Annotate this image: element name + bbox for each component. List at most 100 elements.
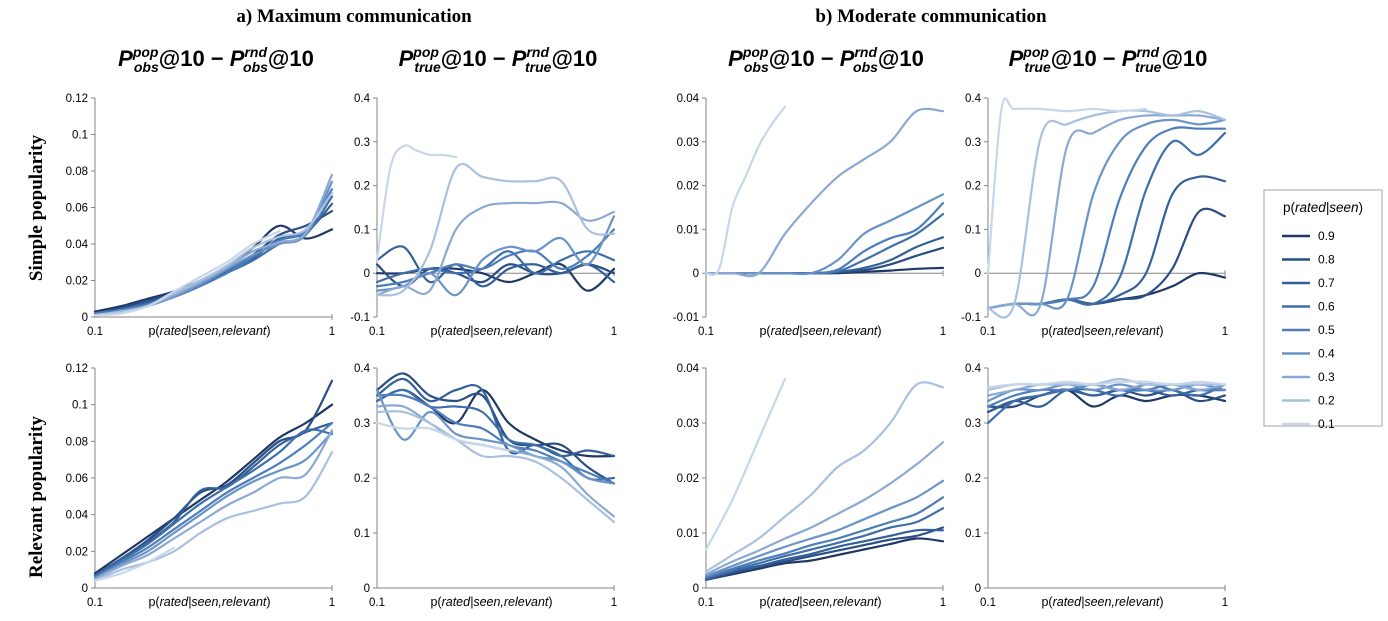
x-tick-label: 0.1 (698, 326, 714, 338)
x-axis-label: p(rated|seen,relevant) (430, 595, 552, 609)
y-tick-label: 0.08 (66, 436, 88, 448)
series-line-0.1 (986, 97, 1148, 275)
series-line-0.4 (704, 479, 945, 577)
y-tick-label: 0.3 (965, 137, 981, 149)
series-line-0.6 (93, 195, 334, 315)
series-line-0.3 (375, 200, 616, 297)
chart-panel-2: -0.1 0 0.1 0.2 0.3 0.4 0.1 1 p(rated|seen,releva… (350, 93, 617, 338)
series-line-0.6 (986, 383, 1227, 425)
series-line-0.2 (93, 191, 334, 317)
y-tick-label: -0.1 (961, 312, 981, 324)
series-line-0.3 (704, 107, 945, 278)
x-axis-label: p(rated|seen,relevant) (148, 595, 270, 609)
series-line-0.6 (704, 507, 945, 580)
legend-box (1263, 189, 1383, 427)
y-tick-label: 0.3 (965, 418, 981, 430)
y-tick-label: 0.02 (66, 276, 88, 288)
series-line-0.2 (375, 162, 616, 297)
series-line-0.6 (986, 131, 1227, 310)
legend-entry: 0.6 (1318, 300, 1335, 314)
series-line-0.3 (704, 441, 945, 576)
x-tick-label: 1 (611, 326, 617, 338)
x-axis-label: p(rated|seen,relevant) (1041, 595, 1163, 609)
legend-title: p(rated|seen) (1283, 200, 1363, 215)
legend-entry: 0.7 (1318, 276, 1335, 290)
y-tick-label: 0.04 (677, 363, 700, 375)
y-tick-label: 0.04 (66, 510, 89, 522)
y-tick-label: 0.4 (354, 363, 371, 375)
y-tick-label: 0.4 (965, 93, 982, 105)
x-tick-label: 1 (1222, 326, 1228, 338)
series-line-0.6 (704, 213, 945, 275)
x-axis-label: p(rated|seen,relevant) (1041, 324, 1163, 338)
series-line-0.6 (93, 428, 334, 579)
y-tick-label: 0.06 (66, 473, 88, 485)
series-line-0.9 (704, 537, 945, 581)
row-title-relevant: Relevant popularity (26, 415, 47, 578)
y-tick-label: -0.1 (350, 312, 370, 324)
legend-entry: 0.1 (1318, 417, 1335, 431)
legend-entry: 0.8 (1318, 253, 1335, 267)
x-tick-label: 1 (940, 326, 946, 338)
y-tick-label: 0 (693, 583, 699, 595)
x-tick-label: 1 (611, 597, 617, 609)
column-title-1: Ppop obs@10 − Prnd obs@10 (118, 44, 314, 75)
column-title-3: Ppop obs@10 − Prnd obs@10 (728, 44, 924, 75)
series-line-0.1 (704, 105, 787, 276)
series-line-0.1 (986, 380, 1227, 389)
series-line-0.3 (986, 382, 1227, 397)
series-line-0.1 (375, 144, 458, 262)
legend-entry: 0.5 (1318, 323, 1335, 337)
section-title-b: b) Moderate communication (815, 6, 1047, 27)
series-line-0.7 (93, 421, 334, 577)
y-tick-label: -0.01 (673, 312, 699, 324)
y-tick-label: 0.02 (677, 181, 699, 193)
y-tick-label: 0 (693, 268, 699, 280)
y-tick-label: 0.12 (66, 363, 88, 375)
chart-panels: 0 0.02 0.04 0.06 0.08 0.1 0.12 0.1 1 p(rated|seen… (66, 93, 1229, 609)
series-line-0.4 (704, 193, 945, 276)
x-tick-label: 1 (1222, 597, 1228, 609)
series-line-0.1 (93, 230, 281, 317)
y-tick-label: 0 (975, 583, 981, 595)
series-line-0.7 (375, 245, 616, 288)
series-line-0.2 (375, 410, 616, 524)
series-line-0.5 (93, 188, 334, 315)
y-tick-label: 0.4 (965, 363, 982, 375)
section-title-a: a) Maximum communication (236, 6, 472, 27)
x-tick-label: 1 (940, 597, 946, 609)
series-line-0.8 (375, 372, 616, 485)
x-tick-label: 1 (329, 326, 335, 338)
y-tick-label: 0.1 (354, 528, 370, 540)
series-line-0.5 (375, 393, 616, 485)
series-line-0.1 (375, 421, 510, 452)
x-tick-label: 0.1 (369, 326, 385, 338)
series-line-0.5 (93, 421, 334, 579)
y-tick-label: 0 (82, 583, 88, 595)
series-line-0.7 (704, 528, 945, 581)
chart-panel-3: -0.01 0 0.01 0.02 0.03 0.04 0.1 1 p(rated|seen,r… (673, 93, 946, 338)
y-tick-label: 0.1 (72, 400, 88, 412)
series-line-0.9 (93, 403, 334, 575)
series-line-0.3 (986, 114, 1227, 317)
y-tick-label: 0.2 (354, 473, 370, 485)
y-tick-label: 0.2 (354, 181, 370, 193)
x-tick-label: 0.1 (980, 597, 996, 609)
chart-panel-8: 0 0.1 0.2 0.3 0.4 0.1 1 p(rated|seen,relevant) (965, 363, 1228, 609)
y-tick-label: 0.1 (965, 224, 981, 236)
legend-items: 0.9 0.8 0.7 0.6 0.5 0.4 0.3 0.2 0.1 (1282, 229, 1335, 431)
y-tick-label: 0.1 (965, 528, 981, 540)
series-line-0.4 (986, 118, 1227, 310)
x-tick-label: 0.1 (698, 597, 714, 609)
series-line-0.3 (93, 173, 334, 317)
chart-panel-5: 0 0.02 0.04 0.06 0.08 0.1 0.12 0.1 1 p(rated|seen… (66, 363, 336, 609)
series-line-0.4 (375, 215, 616, 297)
x-axis-label: p(rated|seen,relevant) (430, 324, 552, 338)
y-tick-label: 0.2 (965, 181, 981, 193)
y-tick-label: 0 (364, 583, 370, 595)
y-tick-label: 0.08 (66, 166, 88, 178)
y-tick-label: 0.12 (66, 93, 88, 105)
y-tick-label: 0.03 (677, 418, 699, 430)
y-tick-label: 0.01 (677, 224, 699, 236)
chart-panel-6: 0 0.1 0.2 0.3 0.4 0.1 1 p(rated|seen,relevant) (354, 363, 617, 609)
